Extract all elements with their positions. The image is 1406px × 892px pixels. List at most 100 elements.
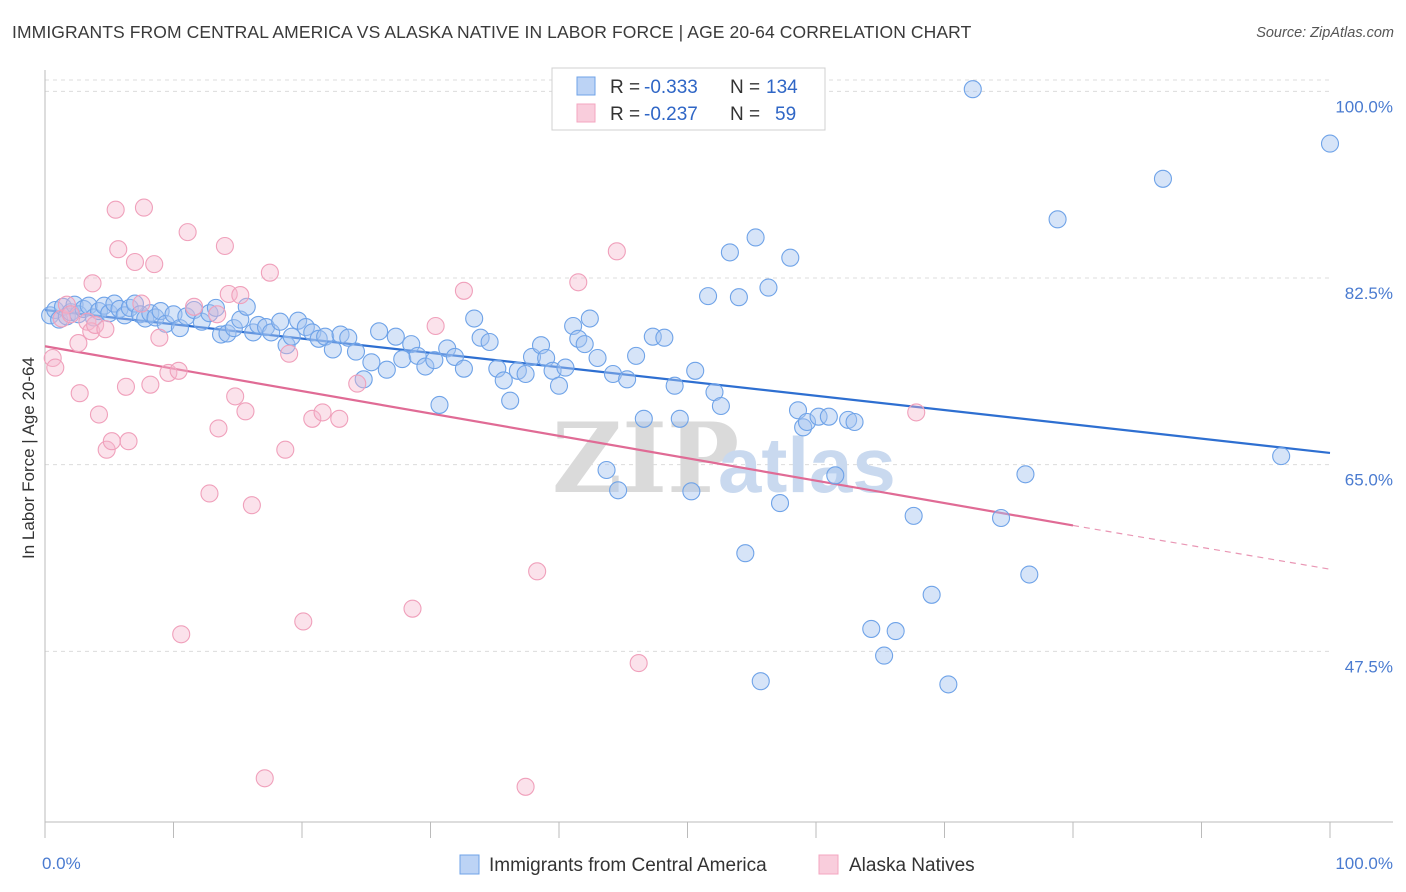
point-alaska-native-44 — [303, 409, 322, 428]
point-central-america-105 — [751, 672, 770, 691]
legend-n-value-1: 134 — [766, 77, 798, 98]
point-alaska-native-49 — [426, 316, 445, 336]
point-alaska-native-52 — [528, 562, 547, 581]
point-central-america-125 — [1016, 465, 1035, 484]
watermark: ZIP atlas — [552, 402, 896, 515]
point-central-america-85 — [588, 348, 607, 368]
point-central-america-120 — [904, 506, 923, 525]
point-alaska-native-37 — [236, 402, 255, 421]
point-central-america-102 — [729, 288, 748, 307]
point-central-america-93 — [655, 328, 674, 347]
point-central-america-86 — [597, 460, 616, 480]
point-alaska-native-13 — [97, 440, 116, 459]
point-central-america-6 — [65, 295, 84, 314]
watermark-atlas: atlas — [718, 421, 896, 509]
point-alaska-native-3 — [57, 295, 76, 314]
y-tick-labels: 47.5% 65.0% 82.5% 100.0% — [1335, 97, 1393, 676]
point-alaska-native-17 — [116, 377, 136, 396]
point-alaska-native-48 — [403, 599, 422, 618]
point-alaska-native-42 — [280, 344, 299, 363]
point-central-america-90 — [627, 346, 646, 365]
point-central-america-108 — [781, 248, 800, 267]
point-alaska-native-57 — [907, 403, 926, 422]
point-central-america-106 — [759, 278, 778, 297]
point-central-america-18 — [125, 294, 144, 313]
point-central-america-69 — [480, 332, 499, 352]
point-alaska-native-38 — [242, 496, 261, 515]
point-central-america-88 — [609, 481, 628, 500]
point-central-america-56 — [377, 360, 396, 379]
y-tick-label-0: 47.5% — [1345, 657, 1393, 676]
point-central-america-89 — [618, 370, 637, 389]
data-points — [41, 80, 1340, 796]
trend-line-alaska-native — [44, 345, 1074, 527]
bottom-legend-label-pink: Alaska Natives — [849, 855, 975, 876]
point-alaska-native-1 — [46, 358, 65, 377]
point-central-america-116 — [845, 412, 864, 432]
legend-n-label-1: N = — [730, 77, 760, 98]
point-central-america-74 — [516, 364, 535, 384]
point-alaska-native-15 — [106, 200, 125, 219]
point-central-america-26 — [170, 319, 189, 338]
point-central-america-54 — [362, 353, 381, 372]
point-alaska-native-32 — [209, 419, 228, 438]
point-central-america-98 — [699, 287, 718, 306]
bottom-legend-swatch-pink — [818, 854, 839, 875]
point-central-america-31 — [206, 298, 225, 317]
point-central-america-9 — [79, 296, 98, 315]
point-central-america-101 — [720, 243, 739, 262]
point-central-america-95 — [670, 409, 689, 428]
point-central-america-63 — [430, 395, 449, 414]
point-alaska-native-36 — [231, 286, 250, 305]
point-alaska-native-10 — [86, 315, 105, 334]
point-alaska-native-46 — [330, 409, 349, 428]
point-central-america-127 — [1048, 210, 1067, 229]
chart-source: Source: ZipAtlas.com — [1256, 25, 1394, 41]
axes — [44, 70, 1393, 838]
point-alaska-native-4 — [61, 305, 80, 324]
point-alaska-native-41 — [276, 440, 295, 459]
legend-box: R = -0.333 N = 134 R = -0.237 N = 59 — [551, 67, 826, 131]
point-alaska-native-30 — [200, 484, 219, 503]
point-central-america-114 — [826, 466, 845, 485]
point-central-america-91 — [634, 409, 653, 428]
point-central-america-111 — [797, 412, 817, 432]
point-central-america-57 — [386, 327, 405, 346]
point-alaska-native-5 — [69, 334, 88, 353]
point-alaska-native-47 — [348, 374, 367, 393]
point-alaska-native-45 — [313, 403, 332, 422]
point-central-america-122 — [939, 675, 958, 694]
point-alaska-native-9 — [83, 274, 102, 293]
point-central-america-79 — [549, 376, 569, 395]
point-central-america-87 — [603, 364, 623, 384]
bottom-legend-swatch-blue — [459, 854, 480, 875]
point-alaska-native-27 — [172, 625, 191, 644]
point-central-america-83 — [575, 335, 594, 354]
point-alaska-native-19 — [125, 252, 144, 272]
point-central-america-123 — [963, 80, 982, 99]
point-central-america-39 — [256, 318, 276, 337]
point-central-america-121 — [922, 585, 941, 604]
point-central-america-59 — [402, 335, 421, 354]
point-central-america-130 — [1320, 134, 1340, 153]
point-central-america-117 — [862, 619, 881, 638]
y-tick-label-2: 82.5% — [1345, 284, 1393, 303]
point-central-america-84 — [580, 309, 599, 328]
point-alaska-native-54 — [607, 242, 626, 261]
point-alaska-native-18 — [119, 432, 138, 451]
point-central-america-118 — [875, 646, 894, 665]
point-alaska-native-31 — [208, 305, 227, 324]
point-alaska-native-16 — [109, 240, 128, 259]
point-alaska-native-11 — [89, 405, 109, 424]
legend-n-value-2: 59 — [775, 104, 796, 125]
x-tick-label-1: 100.0% — [1335, 854, 1393, 873]
point-central-america-67 — [465, 309, 484, 328]
point-alaska-native-35 — [226, 387, 245, 406]
point-alaska-native-21 — [134, 198, 153, 217]
point-alaska-native-12 — [96, 320, 115, 339]
point-central-america-62 — [425, 351, 444, 370]
point-central-america-55 — [370, 322, 389, 341]
bottom-legend-label-blue: Immigrants from Central America — [489, 855, 767, 876]
x-tick-labels: 0.0% 100.0% — [42, 854, 1393, 873]
